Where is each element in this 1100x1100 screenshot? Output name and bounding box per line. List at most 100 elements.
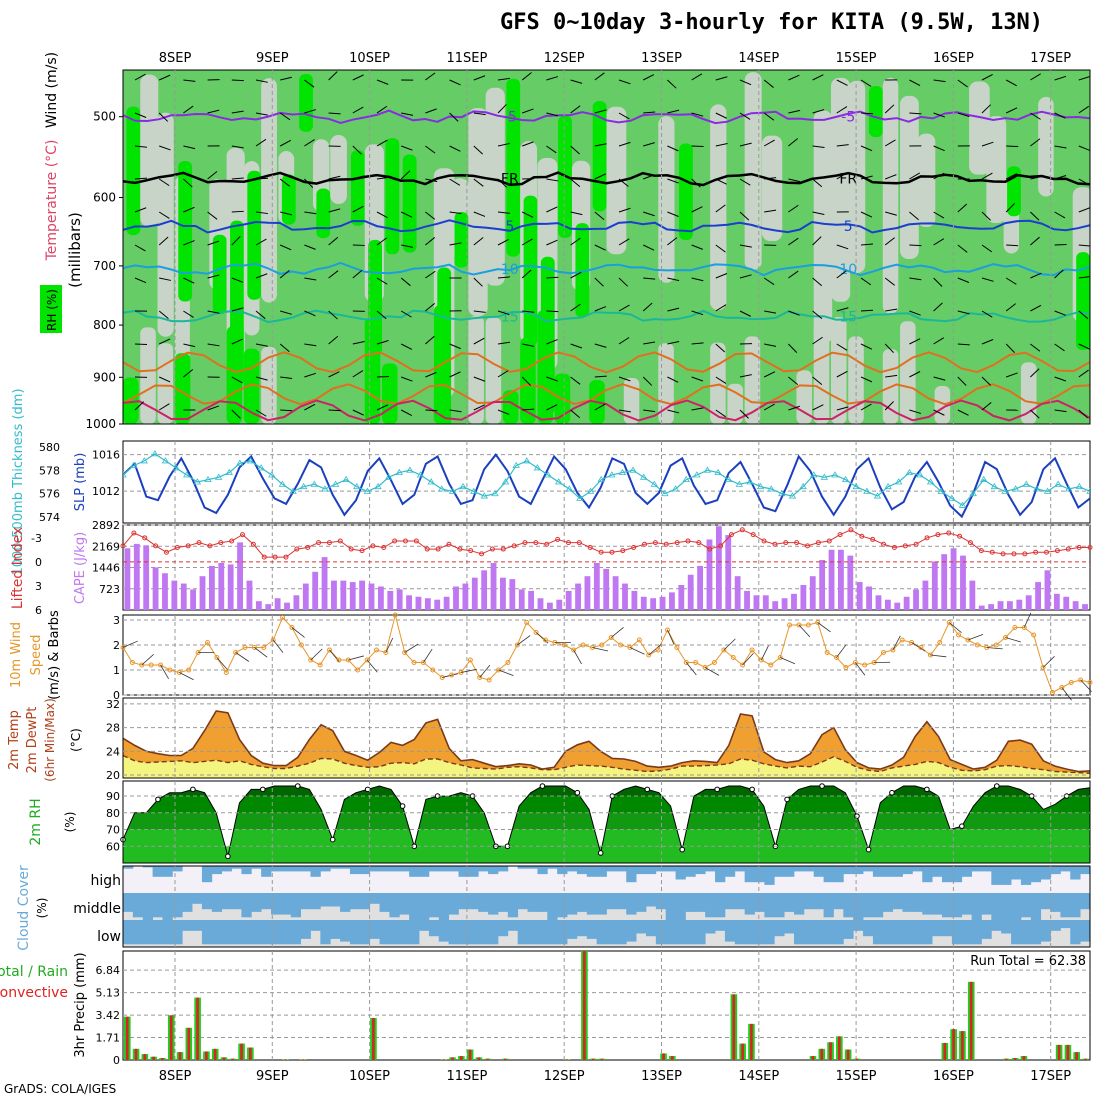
cloud-cover-bar [793, 920, 805, 945]
li-point [196, 540, 202, 546]
cape-bar [894, 602, 901, 610]
wind-barb [497, 77, 510, 81]
wind-barb [183, 240, 195, 246]
cloud-cover-bar [912, 920, 923, 945]
surface-wind-barb [329, 649, 340, 663]
thickness-point [406, 466, 414, 473]
rh-point [749, 786, 755, 793]
wind-barb [981, 310, 993, 318]
cloud-cover-bar [813, 893, 824, 910]
slp-thickness-panel: 574 576 578 580 1012 1016 1000-500mb Thickness… [11, 388, 1091, 576]
thickness-point [353, 482, 361, 490]
cloud-cover-bar [142, 866, 154, 868]
rh-moist-cell [281, 174, 296, 225]
legend-rh: RH (%) [45, 289, 59, 331]
cloud-cover-bar [399, 920, 410, 945]
isotherm-label: 15 [839, 310, 857, 326]
wind-barb [1006, 372, 1018, 378]
wind-speed-point [655, 647, 661, 653]
wind-speed-point [974, 642, 980, 648]
wind-barb [981, 277, 994, 282]
wind-barb [933, 376, 946, 381]
cape-axis-label: CAPE (J/kg) [73, 532, 88, 604]
cape-bar [659, 596, 666, 610]
rh-moist-cell [247, 170, 262, 300]
cloud-cover-bar [724, 893, 736, 910]
wind-barb [812, 211, 825, 215]
thickness-point [512, 461, 520, 468]
date-label-top: 10SEP [349, 51, 390, 66]
wind-barb [1030, 175, 1043, 180]
thickness-point [799, 482, 807, 490]
temp-tick-label: 24 [106, 745, 120, 758]
cloud-cover-bar [340, 866, 351, 869]
wind-barb [546, 376, 558, 382]
cape-bar [518, 589, 525, 610]
wind-barb [400, 343, 413, 350]
wind-barb [812, 236, 822, 246]
cloud-cover-bar [734, 866, 746, 872]
cloud-cover-bar [1050, 920, 1061, 931]
wind-barb [255, 177, 269, 180]
li-point [370, 543, 376, 549]
wind-barb [957, 277, 970, 283]
cloud-cover-bar [616, 866, 627, 872]
cloud-cover-bar [715, 893, 726, 918]
surface-wind-barb [836, 644, 847, 658]
cape-bar [377, 586, 384, 610]
cloud-cover-bar [715, 866, 726, 883]
temp-axis-label-2: 2m DewPt [25, 707, 40, 774]
wind10m-panel: 0 1 2 3 10m Wind Speed (m/s) & Barbs [9, 610, 1093, 702]
cloud-cover-bar [882, 893, 894, 912]
wind-barb [643, 211, 655, 217]
rh-point [225, 853, 231, 860]
wind-barb [134, 177, 148, 180]
rh-point [260, 786, 266, 793]
cloud-cover-bar [784, 893, 795, 912]
wind-barb [473, 337, 485, 345]
rh-low-cell [900, 321, 916, 424]
thickness-point [1043, 487, 1052, 494]
precip-convective-bar [750, 1023, 753, 1060]
wind-speed-point [1003, 635, 1009, 640]
pressure-axis-label: (millibars) [66, 212, 84, 288]
wind-speed-point [411, 660, 417, 665]
cape-bar [312, 571, 319, 610]
cape-bar [950, 548, 957, 610]
cloud-cover-bar [981, 866, 992, 872]
thickness-point [544, 471, 552, 478]
wind-barb [570, 237, 581, 246]
precip-convective-bar [152, 1056, 155, 1060]
cape-bar [941, 554, 948, 610]
thickness-point [926, 478, 935, 485]
wind-barb [425, 145, 436, 154]
wind-barb [207, 274, 220, 279]
surface-wind-barb [685, 662, 697, 676]
precip-convective-bar [583, 951, 586, 1060]
wind-barb [255, 409, 267, 417]
thickness-point [756, 482, 765, 490]
wind-barb [1054, 343, 1065, 352]
cape-bar [133, 543, 140, 610]
cloud-cover-bar [991, 866, 1002, 885]
cloud-cover-bar [527, 866, 538, 869]
wind-speed-point [1078, 677, 1084, 683]
wind-barb [788, 405, 800, 411]
wind-barb [521, 211, 534, 218]
wind-barb [497, 142, 510, 147]
wind-barb [425, 237, 436, 246]
wind-barb [400, 170, 411, 180]
wind-barb [594, 173, 606, 180]
thickness-point [140, 457, 148, 464]
precip-convective-bar [468, 1049, 472, 1060]
wind-barb [763, 403, 775, 411]
temp-axis-label-1: 2m Temp [7, 710, 22, 770]
wind-barb [158, 310, 169, 320]
wind-barb [981, 172, 993, 180]
wind-speed-point [129, 660, 135, 665]
cape-bar [856, 582, 863, 610]
wind-barb [255, 310, 266, 320]
surface-wind-barb [216, 657, 228, 670]
thickness-point [969, 489, 977, 497]
wind-barb [497, 276, 510, 279]
